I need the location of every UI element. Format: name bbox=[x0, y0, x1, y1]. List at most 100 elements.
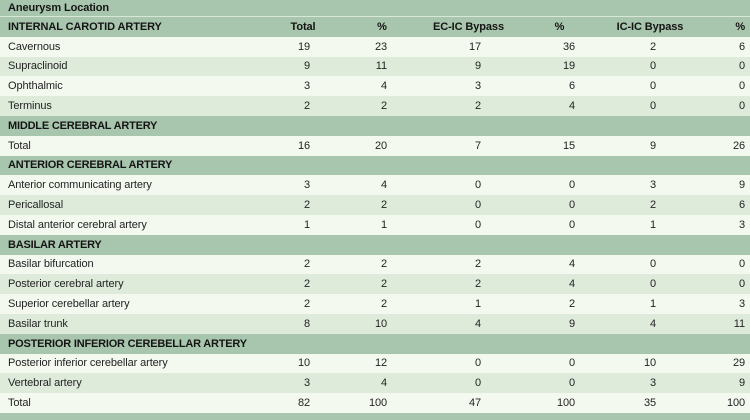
section-header-row: BASILAR ARTERY bbox=[0, 234, 750, 255]
cell-value: 0 bbox=[695, 274, 750, 295]
cell-value: 19 bbox=[514, 56, 605, 77]
cell-value: 4 bbox=[341, 373, 423, 394]
cell-value: 9 bbox=[695, 175, 750, 196]
cell-value: 4 bbox=[514, 274, 605, 295]
table-row: Terminus 2 2 2 4 0 0 bbox=[0, 96, 750, 116]
cell-value: 0 bbox=[514, 353, 605, 374]
cell-value: 6 bbox=[695, 195, 750, 215]
cell-value: 2 bbox=[265, 96, 341, 116]
cell-value: 0 bbox=[423, 373, 514, 394]
cell-value: 0 bbox=[695, 96, 750, 116]
cell-value: 2 bbox=[341, 195, 423, 215]
cell-value: 1 bbox=[423, 294, 514, 314]
column-header: % bbox=[341, 17, 423, 37]
cell-value: 2 bbox=[605, 195, 695, 215]
cell-value: 1 bbox=[605, 214, 695, 235]
cell-value: 3 bbox=[265, 175, 341, 196]
cell-value: 3 bbox=[695, 294, 750, 314]
cell-location: Vertebral artery bbox=[0, 373, 265, 394]
cell-value: 0 bbox=[605, 56, 695, 77]
section-header-row: ANTERIOR CEREBRAL ARTERY bbox=[0, 155, 750, 176]
cell-value: 2 bbox=[423, 254, 514, 275]
cell-value: 29 bbox=[695, 353, 750, 374]
cell-value: 2 bbox=[265, 294, 341, 314]
cell-value: 4 bbox=[605, 313, 695, 334]
column-header-row: INTERNAL CAROTID ARTERY Total% EC-IC Bypas… bbox=[0, 17, 750, 37]
cell-value: 2 bbox=[341, 254, 423, 275]
cell-value: 0 bbox=[695, 76, 750, 97]
section-header-row: POSTERIOR INFERIOR CEREBELLAR ARTERY bbox=[0, 333, 750, 354]
cell-value: 2 bbox=[341, 96, 423, 116]
cell-location: Supraclinoid bbox=[0, 56, 265, 77]
cell-value: 0 bbox=[514, 195, 605, 215]
cell-value: 4 bbox=[423, 313, 514, 334]
column-header: EC-IC Bypass bbox=[423, 17, 514, 37]
table-row: Anterior communicating artery 3 4 0 0 3 9 bbox=[0, 175, 750, 196]
table-row: Posterior cerebral artery 2 2 2 4 0 0 bbox=[0, 274, 750, 295]
cell-value: 2 bbox=[423, 96, 514, 116]
column-header: IC-IC Bypass bbox=[605, 17, 695, 37]
cell-value: 35 bbox=[605, 393, 695, 413]
cell-value: 0 bbox=[605, 274, 695, 295]
cell-value: 3 bbox=[423, 76, 514, 97]
cell-location: Cavernous bbox=[0, 36, 265, 57]
column-header: % bbox=[695, 17, 750, 37]
cell-value: 0 bbox=[514, 214, 605, 235]
cell-value: 1 bbox=[605, 294, 695, 314]
cell-value: 0 bbox=[514, 373, 605, 394]
cell-value: 2 bbox=[605, 36, 695, 57]
grand-total-row: Total 82 100 47 100 35 100 bbox=[0, 393, 750, 413]
table-row: Vertebral artery 3 4 0 0 3 9 bbox=[0, 373, 750, 394]
cell-value: 0 bbox=[605, 76, 695, 97]
cell-location: Anterior communicating artery bbox=[0, 175, 265, 196]
cell-value: 2 bbox=[423, 274, 514, 295]
table-row: Superior cerebellar artery 2 2 1 2 1 3 bbox=[0, 294, 750, 314]
cell-value: 16 bbox=[265, 135, 341, 156]
cell-location: Basilar trunk bbox=[0, 313, 265, 334]
table-row: Total 16 20 7 15 9 26 bbox=[0, 135, 750, 156]
cell-location: Terminus bbox=[0, 96, 265, 116]
cell-value: 2 bbox=[265, 274, 341, 295]
cell-location: Basilar bifurcation bbox=[0, 254, 265, 275]
cell-value: 47 bbox=[423, 393, 514, 413]
cell-value: 36 bbox=[514, 36, 605, 57]
cell-value: 3 bbox=[265, 373, 341, 394]
cell-value: 0 bbox=[423, 175, 514, 196]
column-header: Total bbox=[265, 17, 341, 37]
cell-value: 26 bbox=[695, 135, 750, 156]
cell-value: 10 bbox=[341, 313, 423, 334]
cell-value: 0 bbox=[423, 195, 514, 215]
cell-value: 4 bbox=[514, 96, 605, 116]
cell-value: 0 bbox=[423, 353, 514, 374]
section-header-label: MIDDLE CEREBRAL ARTERY bbox=[0, 115, 750, 136]
cell-value: 2 bbox=[341, 294, 423, 314]
cell-value: 10 bbox=[605, 353, 695, 374]
cell-location: Distal anterior cerebral artery bbox=[0, 214, 265, 235]
cell-value: 10 bbox=[265, 353, 341, 374]
cell-value: 8 bbox=[265, 313, 341, 334]
cell-value: 9 bbox=[265, 56, 341, 77]
cell-value: 0 bbox=[605, 96, 695, 116]
cell-value: 100 bbox=[341, 393, 423, 413]
table-row: Cavernous 19 23 17 36 2 6 bbox=[0, 36, 750, 57]
cell-location: Posterior cerebral artery bbox=[0, 274, 265, 295]
column-header: % bbox=[514, 17, 605, 37]
section-header-row: MIDDLE CEREBRAL ARTERY bbox=[0, 115, 750, 136]
cell-value: 0 bbox=[695, 56, 750, 77]
cell-location: Ophthalmic bbox=[0, 76, 265, 97]
table-row: Ophthalmic 3 4 3 6 0 0 bbox=[0, 76, 750, 97]
section-header-label: ANTERIOR CEREBRAL ARTERY bbox=[0, 155, 750, 176]
table-row: Distal anterior cerebral artery 1 1 0 0 1 3 bbox=[0, 214, 750, 235]
cell-location: Total bbox=[0, 135, 265, 156]
cell-value: 6 bbox=[514, 76, 605, 97]
cell-value: 100 bbox=[514, 393, 605, 413]
cell-value: 2 bbox=[341, 274, 423, 295]
table-row: Posterior inferior cerebellar artery 10 12… bbox=[0, 353, 750, 374]
cell-value: 3 bbox=[695, 214, 750, 235]
table-title: Aneurysm Location bbox=[0, 0, 750, 17]
cell-value: 15 bbox=[514, 135, 605, 156]
cell-value: 23 bbox=[341, 36, 423, 57]
cell-value: 2 bbox=[265, 195, 341, 215]
cell-value: 100 bbox=[695, 393, 750, 413]
